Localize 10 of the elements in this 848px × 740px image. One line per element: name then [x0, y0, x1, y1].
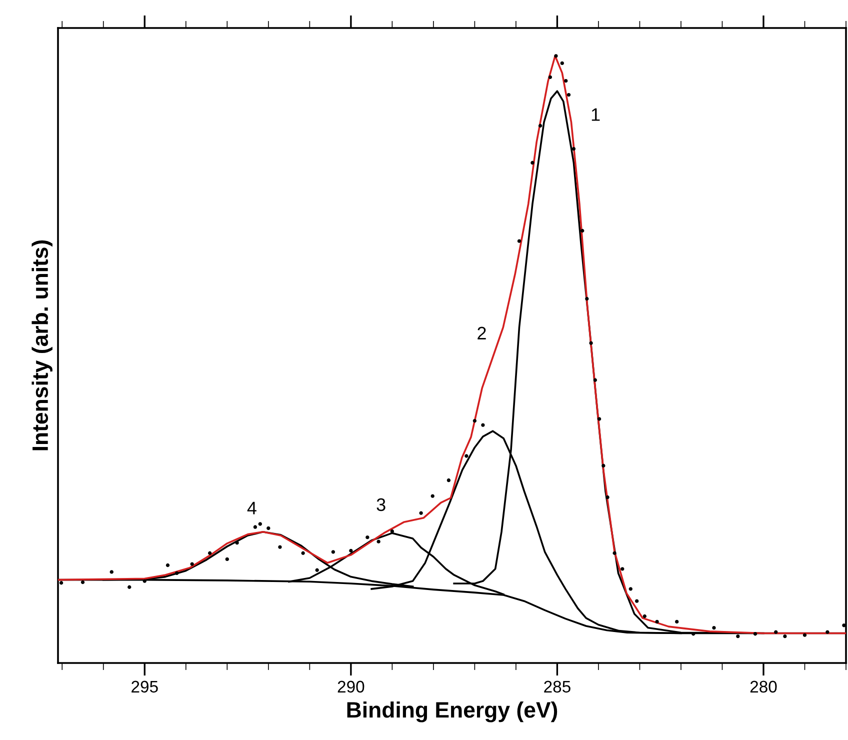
annotation: 2: [478, 326, 486, 340]
x-tick-label: 295: [132, 680, 158, 693]
x-tick-label: 285: [544, 680, 570, 693]
annotation: 4: [247, 502, 256, 514]
annotation: 3: [376, 498, 386, 512]
y-axis-title: Intensity (arb. units): [32, 240, 52, 450]
annotation: 1: [592, 108, 600, 121]
x-tick-label: 280: [750, 680, 777, 693]
x-axis-title: Binding Energy (eV): [347, 701, 558, 722]
x-tick-label: 290: [338, 680, 364, 693]
